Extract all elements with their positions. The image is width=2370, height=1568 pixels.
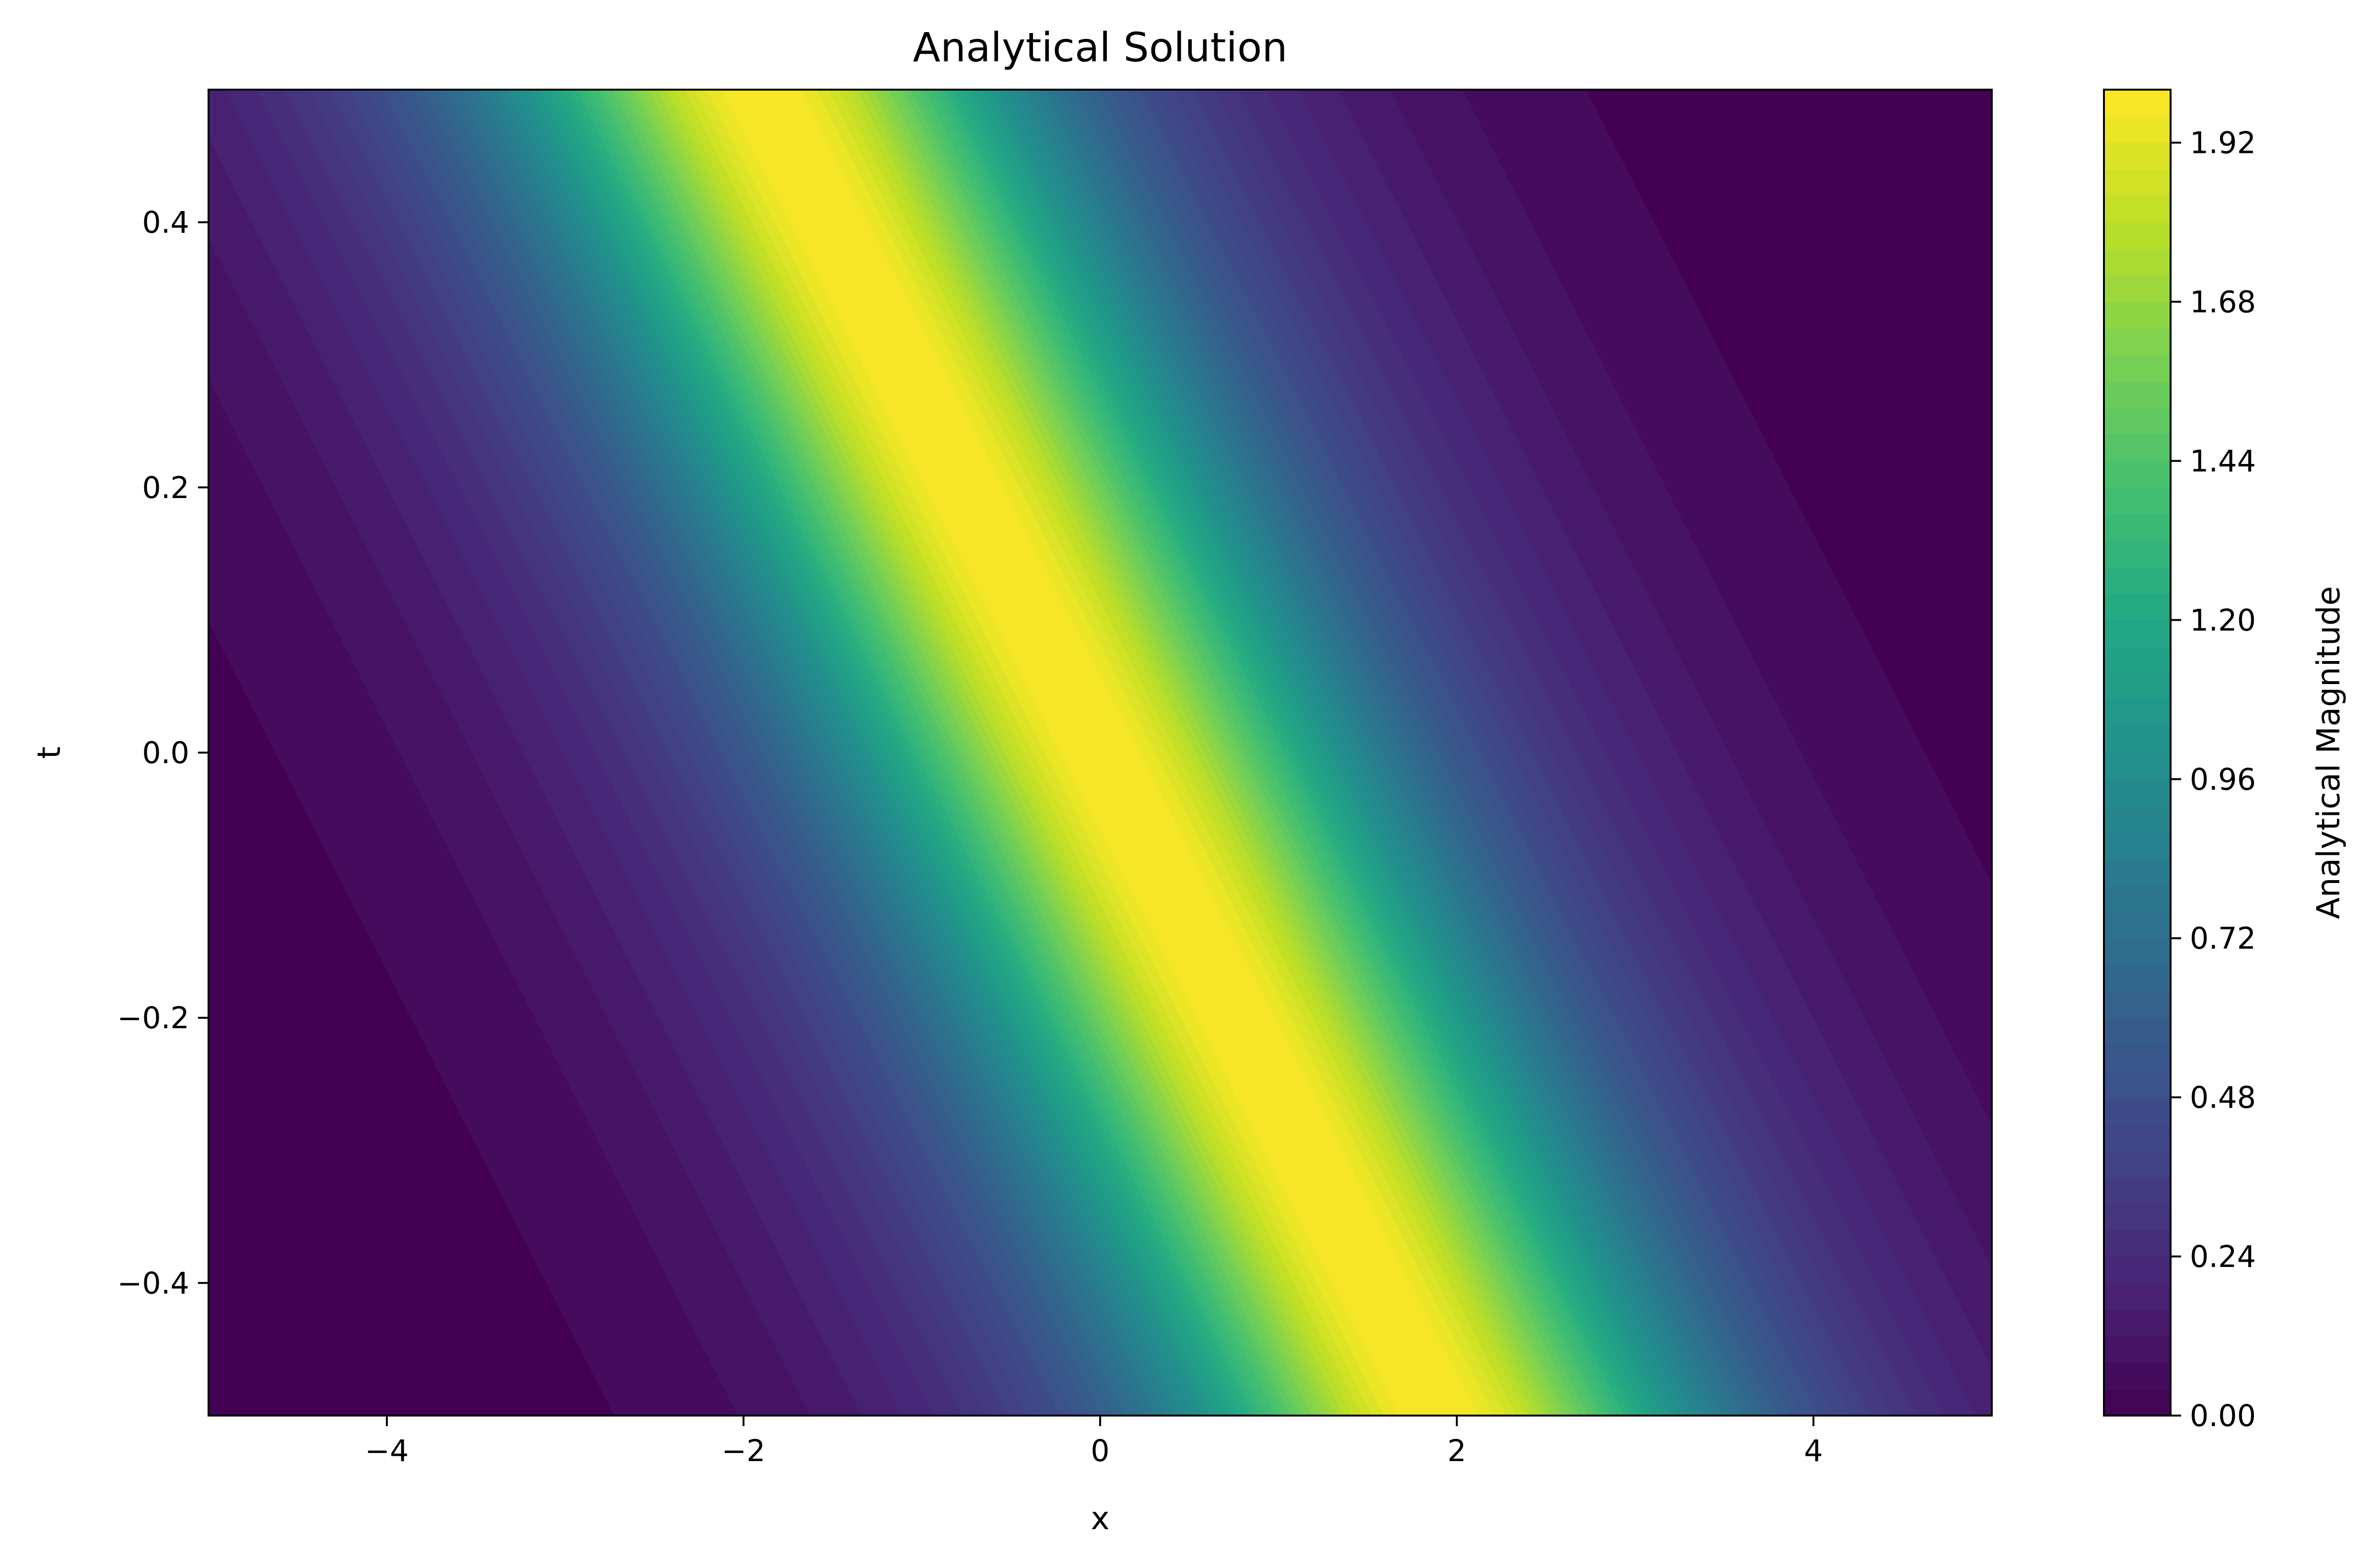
colorbar-band <box>2104 1070 2171 1098</box>
colorbar-band <box>2104 302 2171 329</box>
colorbar-band <box>2104 753 2171 780</box>
colorbar-band <box>2104 1362 2171 1390</box>
colorbar-band <box>2104 1203 2171 1231</box>
x-axis-label: x <box>1091 1500 1109 1537</box>
heatmap-field <box>209 90 1992 1416</box>
colorbar-band <box>2104 1018 2171 1045</box>
colorbar-band <box>2104 514 2171 541</box>
colorbar-band <box>2104 222 2171 249</box>
colorbar-band <box>2104 1389 2171 1416</box>
colorbar-band <box>2104 169 2171 197</box>
chart-title: Analytical Solution <box>913 24 1287 71</box>
colorbar-band <box>2104 964 2171 992</box>
colorbar-band <box>2104 699 2171 727</box>
colorbar-band <box>2104 1097 2171 1125</box>
colorbar-tick-label: 0.00 <box>2190 1398 2256 1433</box>
x-tick-label: 2 <box>1447 1433 1466 1468</box>
colorbar-band <box>2104 461 2171 488</box>
colorbar-tick-label: 0.72 <box>2190 921 2256 956</box>
colorbar-band <box>2104 116 2171 143</box>
colorbar-band <box>2104 832 2171 859</box>
colorbar-band <box>2104 593 2171 621</box>
x-tick-label: −2 <box>721 1433 765 1468</box>
y-tick-label: 0.2 <box>142 470 189 505</box>
plot-area <box>208 89 1993 1417</box>
colorbar-band <box>2104 620 2171 647</box>
colorbar-band <box>2104 355 2171 382</box>
colorbar-tick-label: 1.44 <box>2190 443 2256 478</box>
colorbar-band <box>2104 142 2171 170</box>
colorbar-band <box>2104 196 2171 223</box>
colorbar-band <box>2104 1309 2171 1336</box>
colorbar-frame <box>2103 89 2172 1417</box>
colorbar-band <box>2104 1283 2171 1310</box>
colorbar-band <box>2104 911 2171 939</box>
y-tick-label: −0.4 <box>117 1266 189 1301</box>
colorbar-band <box>2104 1177 2171 1204</box>
colorbar-band <box>2104 275 2171 302</box>
colorbar-band <box>2104 487 2171 514</box>
colorbar-band <box>2104 1336 2171 1363</box>
colorbar-tick-label: 1.68 <box>2190 285 2256 320</box>
colorbar-tick-label: 0.96 <box>2190 762 2256 797</box>
colorbar-band <box>2104 248 2171 276</box>
x-axis: −4 −2 0 2 4 <box>365 1416 1823 1468</box>
colorbar-band <box>2104 1044 2171 1071</box>
colorbar-band <box>2104 434 2171 462</box>
y-tick-label: 0.4 <box>142 205 189 240</box>
y-tick-label: −0.2 <box>117 1000 189 1035</box>
colorbar-band <box>2104 779 2171 806</box>
colorbar-band <box>2104 726 2171 753</box>
colorbar-band <box>2104 885 2171 912</box>
colorbar-band <box>2104 540 2171 568</box>
colorbar-band <box>2104 1124 2171 1151</box>
colorbar-tick-label: 1.92 <box>2190 126 2256 161</box>
x-tick-label: 0 <box>1091 1433 1109 1468</box>
colorbar-band <box>2104 991 2171 1018</box>
colorbar-label: Analytical Magnitude <box>2310 586 2347 919</box>
colorbar: 0.00 0.24 0.48 0.72 0.96 1.20 1.44 1.68 1.92 Ana… <box>2103 89 2347 1433</box>
colorbar-band <box>2104 1230 2171 1257</box>
colorbar-gradient <box>2104 90 2171 1416</box>
colorbar-band <box>2104 646 2171 674</box>
contour-band <box>721 90 1479 1416</box>
y-axis: −0.4 −0.2 0.0 0.2 0.4 <box>117 205 209 1301</box>
colorbar-band <box>2104 381 2171 408</box>
y-axis-label: t <box>31 746 68 759</box>
x-tick-label: 4 <box>1804 1433 1823 1468</box>
colorbar-tick-label: 0.48 <box>2190 1080 2256 1115</box>
colorbar-tick-label: 0.24 <box>2190 1239 2256 1274</box>
colorbar-band <box>2104 673 2171 700</box>
colorbar-band <box>2104 1150 2171 1177</box>
colorbar-tick-label: 1.20 <box>2190 603 2256 638</box>
colorbar-band <box>2104 90 2171 117</box>
colorbar-band <box>2104 938 2171 965</box>
colorbar-band <box>2104 328 2171 355</box>
colorbar-band <box>2104 859 2171 886</box>
y-tick-label: 0.0 <box>142 735 189 770</box>
colorbar-band <box>2104 407 2171 435</box>
colorbar-band <box>2104 1256 2171 1284</box>
colorbar-band <box>2104 805 2171 833</box>
x-tick-label: −4 <box>365 1433 408 1468</box>
colorbar-axis: 0.00 0.24 0.48 0.72 0.96 1.20 1.44 1.68 1.92 <box>2171 126 2256 1433</box>
colorbar-band <box>2104 567 2171 594</box>
